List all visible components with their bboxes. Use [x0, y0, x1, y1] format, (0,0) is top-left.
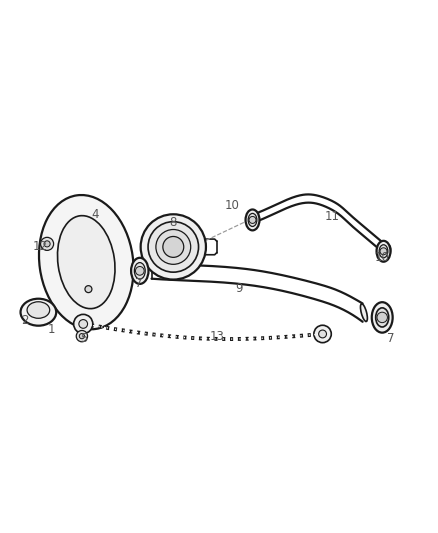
Circle shape	[380, 248, 387, 255]
Text: 7: 7	[387, 332, 395, 345]
Ellipse shape	[379, 245, 388, 258]
Ellipse shape	[27, 302, 49, 318]
Text: 8: 8	[170, 216, 177, 230]
Circle shape	[135, 266, 144, 275]
Ellipse shape	[248, 213, 257, 227]
Text: 5: 5	[81, 332, 88, 345]
Text: 10: 10	[225, 199, 240, 212]
Ellipse shape	[360, 304, 367, 321]
Ellipse shape	[376, 308, 389, 327]
Circle shape	[79, 320, 88, 328]
Ellipse shape	[377, 241, 391, 262]
Circle shape	[156, 230, 191, 264]
Circle shape	[148, 222, 198, 272]
Text: 4: 4	[91, 208, 99, 221]
Text: 2: 2	[21, 314, 29, 327]
Ellipse shape	[134, 263, 145, 279]
Text: 12: 12	[33, 240, 48, 253]
Text: 9: 9	[235, 282, 242, 295]
Ellipse shape	[39, 195, 134, 329]
Text: 13: 13	[209, 329, 224, 343]
Ellipse shape	[57, 216, 115, 309]
Text: 11: 11	[325, 210, 339, 223]
Circle shape	[85, 286, 92, 293]
Ellipse shape	[385, 245, 391, 258]
Circle shape	[314, 325, 331, 343]
Ellipse shape	[372, 302, 392, 333]
Ellipse shape	[21, 298, 56, 326]
Text: 7: 7	[135, 277, 142, 290]
Ellipse shape	[246, 209, 259, 230]
Ellipse shape	[131, 258, 148, 284]
Circle shape	[79, 334, 85, 339]
Circle shape	[41, 237, 53, 251]
Text: 1: 1	[48, 323, 55, 336]
Circle shape	[377, 312, 388, 322]
Circle shape	[249, 216, 256, 223]
Text: 10: 10	[375, 251, 390, 264]
Circle shape	[141, 214, 206, 279]
Circle shape	[163, 237, 184, 257]
Circle shape	[319, 330, 326, 338]
Circle shape	[74, 314, 93, 334]
Circle shape	[44, 241, 50, 247]
Circle shape	[76, 330, 88, 342]
